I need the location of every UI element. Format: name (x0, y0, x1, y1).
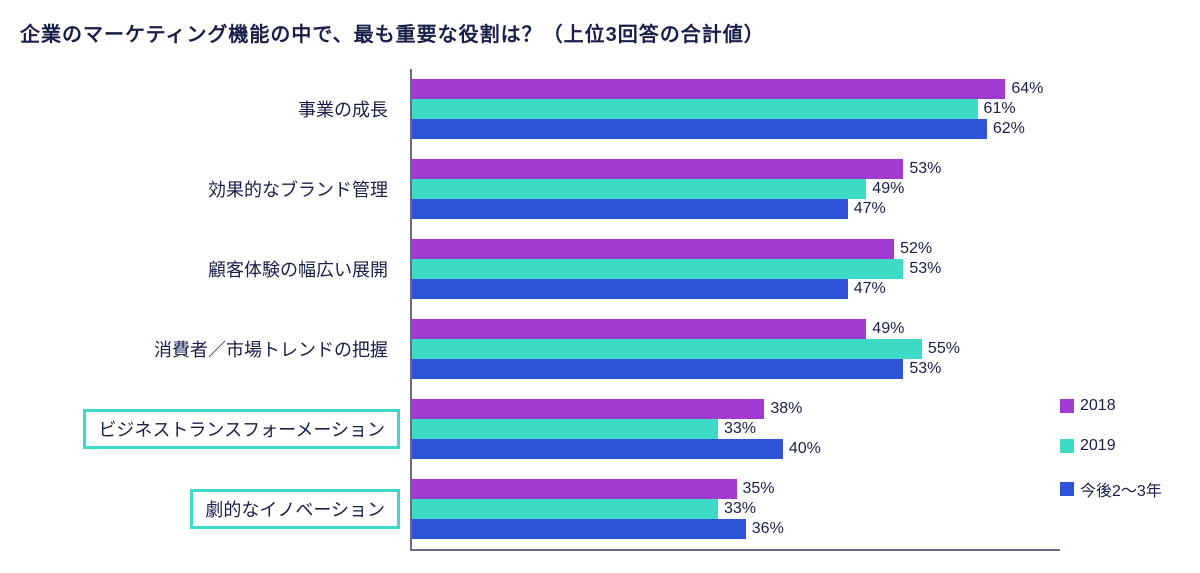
bar-group: 64%61%62% (412, 69, 1060, 149)
chart-wrap: 事業の成長効果的なブランド管理顧客体験の幅広い展開消費者／市場トレンドの把握ビジ… (20, 69, 1180, 551)
chart-title: 企業のマーケティング機能の中で、最も重要な役割は？（上位3回答の合計値） (20, 18, 1180, 47)
y-label-group: ビジネストランスフォーメーション (20, 389, 410, 469)
y-label-group: 事業の成長 (20, 69, 410, 149)
bar-group: 52%53%47% (412, 229, 1060, 309)
bar-value-label: 40% (789, 440, 821, 458)
bar-value-label: 53% (909, 260, 941, 278)
plot-area: 64%61%62%53%49%47%52%53%47%49%55%53%38%3… (410, 69, 1060, 551)
bar-value-label: 52% (900, 240, 932, 258)
bar: 40% (412, 439, 783, 459)
y-label-group: 顧客体験の幅広い展開 (20, 229, 410, 309)
bar: 47% (412, 279, 848, 299)
bar: 38% (412, 399, 764, 419)
bar: 49% (412, 319, 866, 339)
category-label: 効果的なブランド管理 (196, 172, 400, 206)
bar: 52% (412, 239, 894, 259)
category-label: 劇的なイノベーション (190, 489, 400, 529)
chart: 事業の成長効果的なブランド管理顧客体験の幅広い展開消費者／市場トレンドの把握ビジ… (20, 69, 1060, 551)
bar-value-label: 38% (770, 400, 802, 418)
legend-label: 2019 (1080, 437, 1116, 455)
bar-value-label: 47% (854, 280, 886, 298)
bar-value-label: 61% (984, 100, 1016, 118)
bar-value-label: 55% (928, 340, 960, 358)
legend-swatch (1060, 482, 1074, 496)
y-label-group: 消費者／市場トレンドの把握 (20, 309, 410, 389)
y-axis-labels: 事業の成長効果的なブランド管理顧客体験の幅広い展開消費者／市場トレンドの把握ビジ… (20, 69, 410, 551)
legend-item: 2018 (1060, 397, 1180, 415)
legend-label: 2018 (1080, 397, 1116, 415)
bar-group: 49%55%53% (412, 309, 1060, 389)
bar: 61% (412, 99, 978, 119)
legend-swatch (1060, 439, 1074, 453)
bar-group: 35%33%36% (412, 469, 1060, 549)
bar: 53% (412, 159, 903, 179)
bar-value-label: 36% (752, 520, 784, 538)
bar-value-label: 53% (909, 360, 941, 378)
bar: 55% (412, 339, 922, 359)
bar: 33% (412, 419, 718, 439)
bar-value-label: 64% (1011, 80, 1043, 98)
bar: 49% (412, 179, 866, 199)
bar: 53% (412, 359, 903, 379)
bar-value-label: 62% (993, 120, 1025, 138)
y-label-group: 効果的なブランド管理 (20, 149, 410, 229)
bar: 47% (412, 199, 848, 219)
bar: 62% (412, 119, 987, 139)
bar-value-label: 47% (854, 200, 886, 218)
legend-label: 今後2～3年 (1080, 477, 1162, 501)
bar-group: 53%49%47% (412, 149, 1060, 229)
bar: 33% (412, 499, 718, 519)
bar-value-label: 33% (724, 420, 756, 438)
bar-value-label: 53% (909, 160, 941, 178)
bar-group: 38%33%40% (412, 389, 1060, 469)
category-label: 消費者／市場トレンドの把握 (142, 332, 400, 366)
bar: 36% (412, 519, 746, 539)
legend: 2018 2019 今後2～3年 (1060, 397, 1180, 501)
category-label: ビジネストランスフォーメーション (83, 409, 400, 449)
bar-value-label: 33% (724, 500, 756, 518)
bar: 53% (412, 259, 903, 279)
bar-value-label: 49% (872, 320, 904, 338)
bar-value-label: 49% (872, 180, 904, 198)
legend-item: 2019 (1060, 437, 1180, 455)
category-label: 顧客体験の幅広い展開 (196, 252, 400, 286)
y-label-group: 劇的なイノベーション (20, 469, 410, 549)
legend-item: 今後2～3年 (1060, 477, 1180, 501)
bar: 64% (412, 79, 1005, 99)
bar: 35% (412, 479, 737, 499)
category-label: 事業の成長 (286, 92, 400, 126)
bar-value-label: 35% (743, 480, 775, 498)
legend-swatch (1060, 399, 1074, 413)
